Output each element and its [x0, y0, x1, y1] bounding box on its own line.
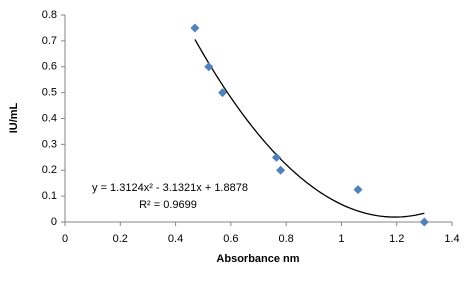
x-tick-label: 0 — [62, 233, 68, 245]
data-point — [218, 88, 228, 98]
x-tick-label: 0.8 — [278, 233, 293, 245]
y-axis-title: IU/mL — [8, 102, 20, 133]
data-point — [271, 152, 281, 162]
trendline-equation: y = 1.3124x² - 3.1321x + 1.8878 — [92, 182, 248, 194]
trendline-r-squared: R² = 0.9699 — [139, 199, 197, 211]
data-point — [353, 185, 363, 195]
y-tick-label: 0.4 — [42, 112, 57, 124]
x-axis-title: Absorbance nm — [216, 253, 299, 265]
data-point — [190, 23, 200, 33]
y-tick-label: 0.6 — [42, 61, 57, 73]
y-tick-label: 0.1 — [42, 190, 57, 202]
y-tick-label: 0.3 — [42, 138, 57, 150]
y-tick-label: 0.8 — [42, 9, 57, 21]
y-tick-label: 0.2 — [42, 164, 57, 176]
data-point — [276, 165, 286, 175]
y-tick-label: 0.5 — [42, 87, 57, 99]
data-point — [419, 217, 429, 227]
x-tick-label: 1.4 — [444, 233, 459, 245]
data-point — [204, 62, 214, 72]
x-tick-label: 1 — [338, 233, 344, 245]
x-tick-label: 1.2 — [389, 233, 404, 245]
y-tick-label: 0 — [51, 216, 57, 228]
y-tick-label: 0.7 — [42, 35, 57, 47]
trendline — [194, 39, 425, 218]
x-tick-label: 0.4 — [168, 233, 183, 245]
x-tick-label: 0.6 — [223, 233, 238, 245]
x-tick-label: 0.2 — [113, 233, 128, 245]
